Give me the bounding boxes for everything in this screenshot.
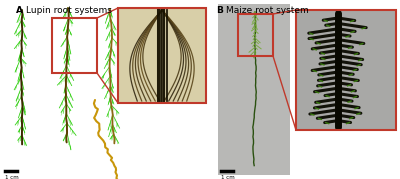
Text: A: A [16,6,23,15]
Bar [118,8,206,103]
Bar [218,4,290,175]
Text: 1 cm: 1 cm [221,175,235,179]
Text: 1 cm: 1 cm [5,175,19,179]
Bar [118,8,206,103]
Bar [296,10,396,130]
Text: Lupin root systems: Lupin root systems [26,6,112,15]
Text: Maize root system: Maize root system [226,6,309,15]
Text: B: B [216,6,223,15]
Bar [52,18,97,73]
Bar [296,10,396,130]
Bar [238,14,273,56]
